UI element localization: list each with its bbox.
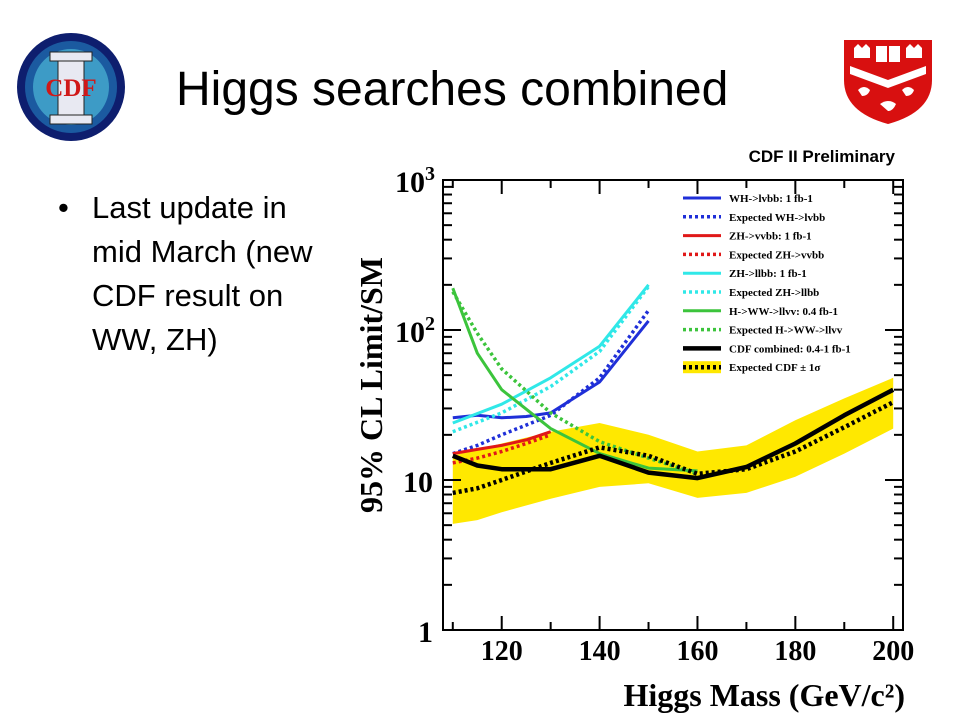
legend-label: Expected WH->lvbb bbox=[729, 212, 825, 224]
series-line-8 bbox=[451, 387, 895, 481]
x-axis-label: Higgs Mass (GeV/c²) bbox=[623, 677, 905, 713]
series-line-1 bbox=[452, 309, 650, 456]
x-tick-label: 140 bbox=[579, 636, 621, 667]
series-line-9 bbox=[452, 400, 895, 496]
x-tick-label: 120 bbox=[481, 636, 523, 667]
sigma-band bbox=[452, 377, 894, 524]
series-line-6 bbox=[451, 287, 698, 473]
legend-label: CDF combined: 0.4-1 fb-1 bbox=[729, 343, 851, 355]
legend-label: ZH->llbb: 1 fb-1 bbox=[729, 268, 807, 280]
x-tick-label: 160 bbox=[676, 636, 718, 667]
bullet-text: Last update in mid March (new CDF result… bbox=[92, 190, 313, 357]
limit-chart: 120 140 160 180 200 1 10 102 103 95% CL Limit/SM H… bbox=[353, 147, 914, 713]
y-axis-label: 95% CL Limit/SM bbox=[353, 257, 389, 513]
bullet-list: • Last update in mid March (new CDF resul… bbox=[58, 186, 323, 362]
series-line-0 bbox=[452, 319, 650, 420]
x-tick-label: 180 bbox=[774, 636, 816, 667]
plot-frame bbox=[442, 179, 904, 631]
legend-label: WH->lvbb: 1 fb-1 bbox=[729, 193, 813, 205]
bullet-item: • Last update in mid March (new CDF resul… bbox=[58, 186, 323, 362]
svg-text:CDF: CDF bbox=[45, 75, 96, 102]
series-line-2 bbox=[452, 430, 552, 456]
cdf-ii-logo: CDF bbox=[17, 33, 125, 141]
legend-label: Expected CDF ± 1σ bbox=[729, 362, 820, 374]
y-tick-label: 103 bbox=[395, 163, 435, 199]
series-line-3 bbox=[452, 433, 552, 465]
mcgill-shield-logo bbox=[844, 40, 932, 124]
bullet-dot: • bbox=[58, 190, 69, 225]
y-tick-label: 10 bbox=[403, 466, 433, 499]
legend-label: H->WW->llvv: 0.4 fb-1 bbox=[729, 306, 838, 318]
legend-label: ZH->vvbb: 1 fb-1 bbox=[729, 231, 812, 243]
chart-title: CDF II Preliminary bbox=[749, 147, 896, 166]
series-line-4 bbox=[452, 283, 650, 425]
y-tick-label: 102 bbox=[395, 313, 435, 349]
legend-label: Expected ZH->vvbb bbox=[729, 249, 824, 261]
x-tick-label: 200 bbox=[872, 636, 914, 667]
legend-label: Expected ZH->llbb bbox=[729, 287, 819, 299]
slide-title: Higgs searches combined bbox=[176, 63, 729, 116]
y-tick-label: 1 bbox=[418, 616, 433, 649]
legend-label: Expected H->WW->llvv bbox=[729, 325, 843, 337]
plot-area bbox=[451, 283, 895, 524]
series-line-5 bbox=[452, 285, 650, 434]
